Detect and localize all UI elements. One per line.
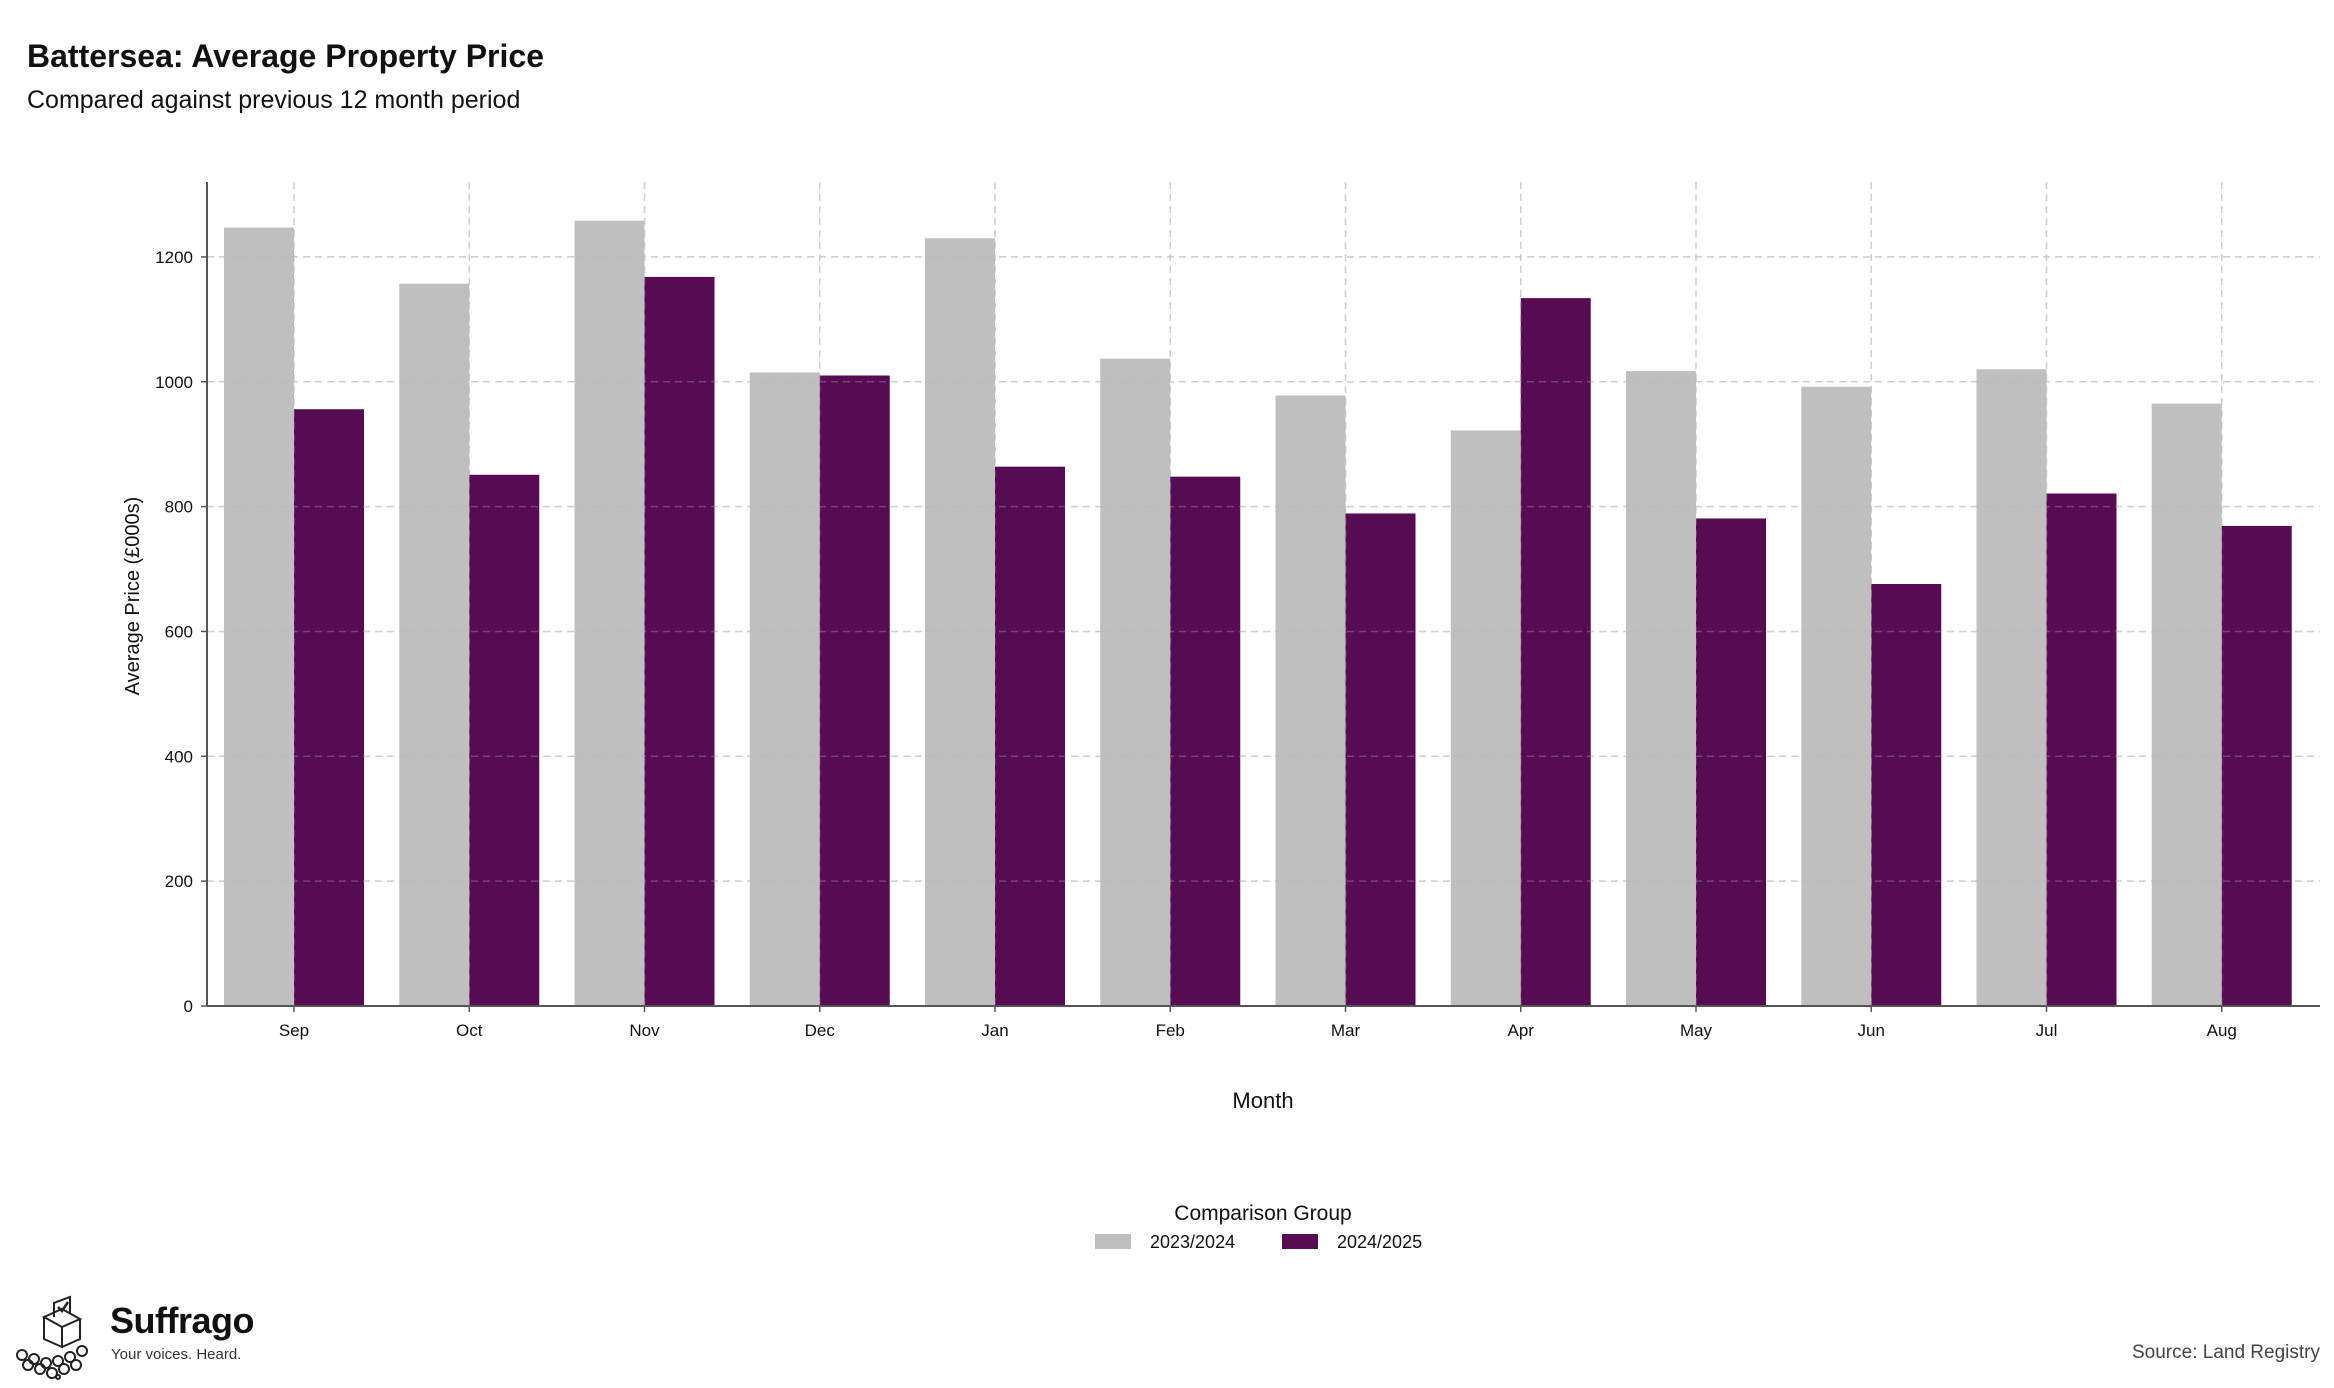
legend-swatch bbox=[1095, 1234, 1131, 1249]
bar-nov-2023-2024 bbox=[574, 220, 645, 1007]
bar-oct-2023-2024 bbox=[399, 283, 470, 1006]
bar-may-2023-2024 bbox=[1626, 371, 1696, 1006]
x-tick-label: Dec bbox=[805, 1021, 836, 1040]
bar-mar-2024-2025 bbox=[1345, 513, 1416, 1006]
x-tick-label: Aug bbox=[2207, 1021, 2237, 1040]
bar-jan-2023-2024 bbox=[925, 238, 995, 1006]
bar-feb-2023-2024 bbox=[1100, 358, 1171, 1006]
x-tick-label: Jan bbox=[981, 1021, 1008, 1040]
x-axis-title: Month bbox=[1232, 1088, 1293, 1113]
bar-mar-2023-2024 bbox=[1275, 395, 1346, 1006]
x-tick-label: Jun bbox=[1858, 1021, 1885, 1040]
y-tick-label: 0 bbox=[184, 997, 193, 1016]
y-tick-label: 1000 bbox=[155, 373, 193, 392]
x-tick-label: Feb bbox=[1156, 1021, 1185, 1040]
bar-feb-2024-2025 bbox=[1170, 476, 1241, 1006]
bar-oct-2024-2025 bbox=[469, 474, 540, 1007]
y-tick-label: 200 bbox=[165, 872, 193, 891]
axes bbox=[201, 182, 2320, 1012]
bars bbox=[207, 182, 2320, 1007]
bar-jun-2024-2025 bbox=[1871, 584, 1942, 1006]
legend-label: 2024/2025 bbox=[1337, 1232, 1422, 1252]
y-tick-label: 1200 bbox=[155, 248, 193, 267]
brand-tagline: Your voices. Heard. bbox=[111, 1346, 242, 1363]
x-tick-label: Mar bbox=[1331, 1021, 1361, 1040]
bar-apr-2023-2024 bbox=[1450, 430, 1521, 1006]
bar-aug-2023-2024 bbox=[2151, 403, 2222, 1006]
axis-labels: 0 200 400 600 800 1000 1200 Sep Oct Nov Dec Jan Feb M… bbox=[122, 248, 2237, 1113]
bar-may-2024-2025 bbox=[1696, 518, 1766, 1006]
x-tick-label: Oct bbox=[456, 1021, 483, 1040]
bar-jul-2023-2024 bbox=[1976, 369, 2047, 1007]
bar-jun-2023-2024 bbox=[1801, 386, 1872, 1006]
y-axis-title: Average Price (£000s) bbox=[122, 497, 144, 696]
y-tick-label: 400 bbox=[165, 747, 193, 766]
legend-label: 2023/2024 bbox=[1150, 1232, 1235, 1252]
bar-apr-2024-2025 bbox=[1520, 298, 1591, 1006]
legend-swatch bbox=[1282, 1234, 1318, 1249]
chart-title: Battersea: Average Property Price bbox=[27, 38, 544, 74]
suffrago-logo-icon bbox=[16, 1295, 88, 1380]
y-tick-label: 600 bbox=[165, 622, 193, 641]
bar-jul-2024-2025 bbox=[2046, 493, 2117, 1007]
legend: Comparison Group 2023/2024 2024/2025 bbox=[1095, 1202, 1422, 1252]
x-tick-label: Apr bbox=[1508, 1021, 1535, 1040]
source-note: Source: Land Registry bbox=[2132, 1342, 2320, 1363]
bar-jan-2024-2025 bbox=[995, 466, 1065, 1006]
bar-sep-2024-2025 bbox=[294, 409, 364, 1006]
x-tick-label: Jul bbox=[2036, 1021, 2058, 1040]
legend-title: Comparison Group bbox=[1174, 1202, 1351, 1225]
x-tick-label: Nov bbox=[629, 1021, 660, 1040]
brand-name: Suffrago bbox=[110, 1300, 255, 1341]
x-tick-label: May bbox=[1680, 1021, 1713, 1040]
bar-nov-2024-2025 bbox=[644, 276, 715, 1006]
x-tick-label: Sep bbox=[279, 1021, 309, 1040]
chart-subtitle: Compared against previous 12 month perio… bbox=[27, 86, 521, 114]
bar-chart: 0 200 400 600 800 1000 1200 Sep Oct Nov Dec Jan Feb M… bbox=[122, 182, 2320, 1252]
y-tick-label: 800 bbox=[165, 498, 193, 517]
bar-dec-2024-2025 bbox=[819, 375, 890, 1006]
bar-sep-2023-2024 bbox=[224, 227, 294, 1006]
bar-aug-2024-2025 bbox=[2221, 525, 2292, 1006]
bar-dec-2023-2024 bbox=[749, 372, 820, 1007]
